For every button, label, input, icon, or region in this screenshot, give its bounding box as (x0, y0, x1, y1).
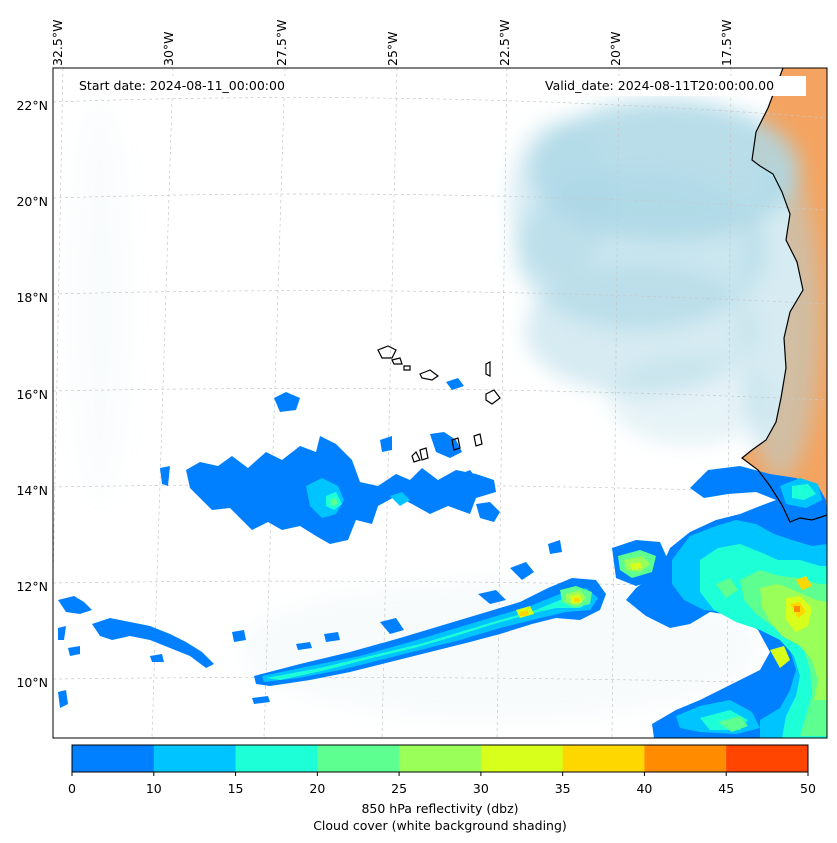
colorbar-cell (480, 745, 564, 772)
colorbar-tick-label: 15 (227, 781, 244, 796)
colorbar-cell (562, 745, 645, 772)
reflectivity-west-fragments (58, 596, 340, 708)
colorbar-sublabel: Cloud cover (white background shading) (313, 818, 567, 833)
reflectivity-north-cluster (160, 378, 500, 544)
start-date-label: Start date: 2024-08-11_00:00:00 (79, 78, 285, 93)
lat-label-12n: 12°N (16, 579, 48, 594)
reflectivity-band (254, 540, 668, 686)
lat-label-16n: 16°N (16, 387, 48, 402)
colorbar (71, 744, 809, 776)
lat-label-20n: 20°N (16, 194, 48, 209)
colorbar-tick-label: 50 (800, 781, 816, 796)
colorbar-cell (235, 745, 318, 772)
colorbar-tick-label: 25 (391, 781, 408, 796)
valid-date-label: Valid_date: 2024-08-11T20:00:00.00 (545, 78, 775, 93)
reflectivity-east-complex (626, 466, 827, 738)
colorbar-cell (399, 745, 482, 772)
colorbar-tick-label: 35 (554, 781, 571, 796)
colorbar-tick-label: 40 (636, 781, 653, 796)
colorbar-tick-label: 0 (68, 781, 76, 796)
colorbar-cell (726, 745, 809, 772)
colorbar-cell (644, 745, 727, 772)
colorbar-cell (153, 745, 237, 772)
colorbar-cell (317, 745, 400, 772)
colorbar-cell (72, 745, 155, 772)
lat-label-22n: 22°N (16, 98, 48, 113)
colorbar-tick-label: 10 (145, 781, 162, 796)
colorbar-tick-label: 30 (472, 781, 489, 796)
colorbar-label: 850 hPa reflectivity (dbz) (361, 801, 519, 816)
colorbar-tick-label: 45 (718, 781, 735, 796)
lat-label-14n: 14°N (16, 483, 48, 498)
coastline (377, 68, 827, 523)
lat-label-10n: 10°N (16, 675, 48, 690)
colorbar-tick-label: 20 (309, 781, 326, 796)
lat-label-18n: 18°N (16, 290, 48, 305)
